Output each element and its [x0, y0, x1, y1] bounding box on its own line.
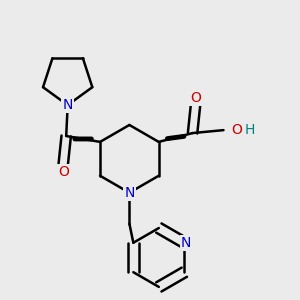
Text: O: O — [190, 91, 201, 105]
Text: N: N — [124, 186, 135, 200]
Text: N: N — [62, 98, 73, 112]
Text: O: O — [58, 165, 69, 179]
Text: N: N — [181, 236, 191, 250]
Text: H: H — [245, 123, 255, 137]
Text: O: O — [231, 123, 242, 137]
